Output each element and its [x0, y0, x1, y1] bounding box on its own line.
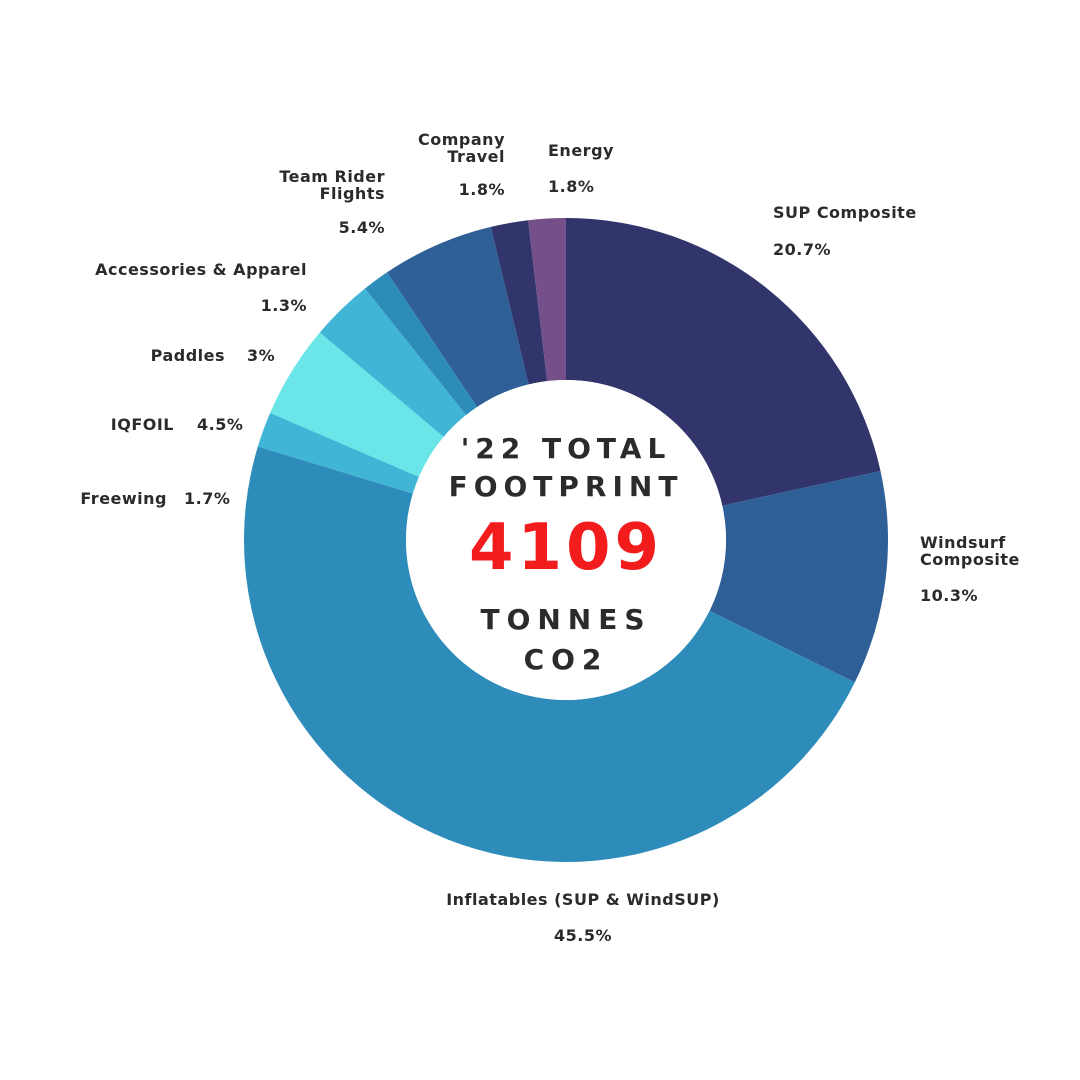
slice: [257, 412, 419, 494]
slice-value-label: 3%: [247, 346, 276, 365]
slice-label: SUP Composite: [773, 203, 917, 222]
slice-value-label: 1.3%: [260, 296, 307, 315]
slice-label: Accessories & Apparel: [95, 260, 307, 279]
slice-label: Company Travel: [418, 130, 505, 166]
slice-value-label: 4.5%: [197, 415, 244, 434]
slice: [709, 470, 888, 683]
slice-label: IQFOIL: [110, 415, 174, 434]
slice-value-label: 1.8%: [548, 177, 595, 196]
center-value: 4109: [468, 511, 664, 585]
slice-label: Team Rider Flights: [279, 167, 385, 203]
slice-value-label: 1.7%: [184, 489, 231, 508]
slice: [490, 220, 548, 385]
slice-label: Windsurf Composite: [920, 533, 1020, 569]
slice: [365, 272, 478, 416]
slice: [566, 218, 881, 506]
slice-label: Freewing: [80, 489, 167, 508]
slice: [387, 226, 529, 407]
slice-label: Paddles: [150, 346, 225, 365]
slice-label: Energy: [548, 141, 614, 160]
slice-value-label: 5.4%: [338, 218, 385, 237]
donut-hole: [406, 380, 726, 700]
slice: [528, 218, 566, 382]
slice: [243, 446, 855, 863]
center-unit: TONNES CO2: [480, 603, 652, 676]
slice-value-label: 45.5%: [553, 926, 612, 945]
slice-value-label: 10.3%: [920, 586, 979, 605]
center-title: '22 TOTAL FOOTPRINT: [448, 432, 684, 503]
slice-value-label: 20.7%: [773, 240, 832, 259]
slice: [270, 332, 444, 477]
slice-value-label: 1.8%: [458, 180, 505, 199]
slice-label: Inflatables (SUP & WindSUP): [446, 890, 720, 909]
slice: [319, 288, 467, 437]
